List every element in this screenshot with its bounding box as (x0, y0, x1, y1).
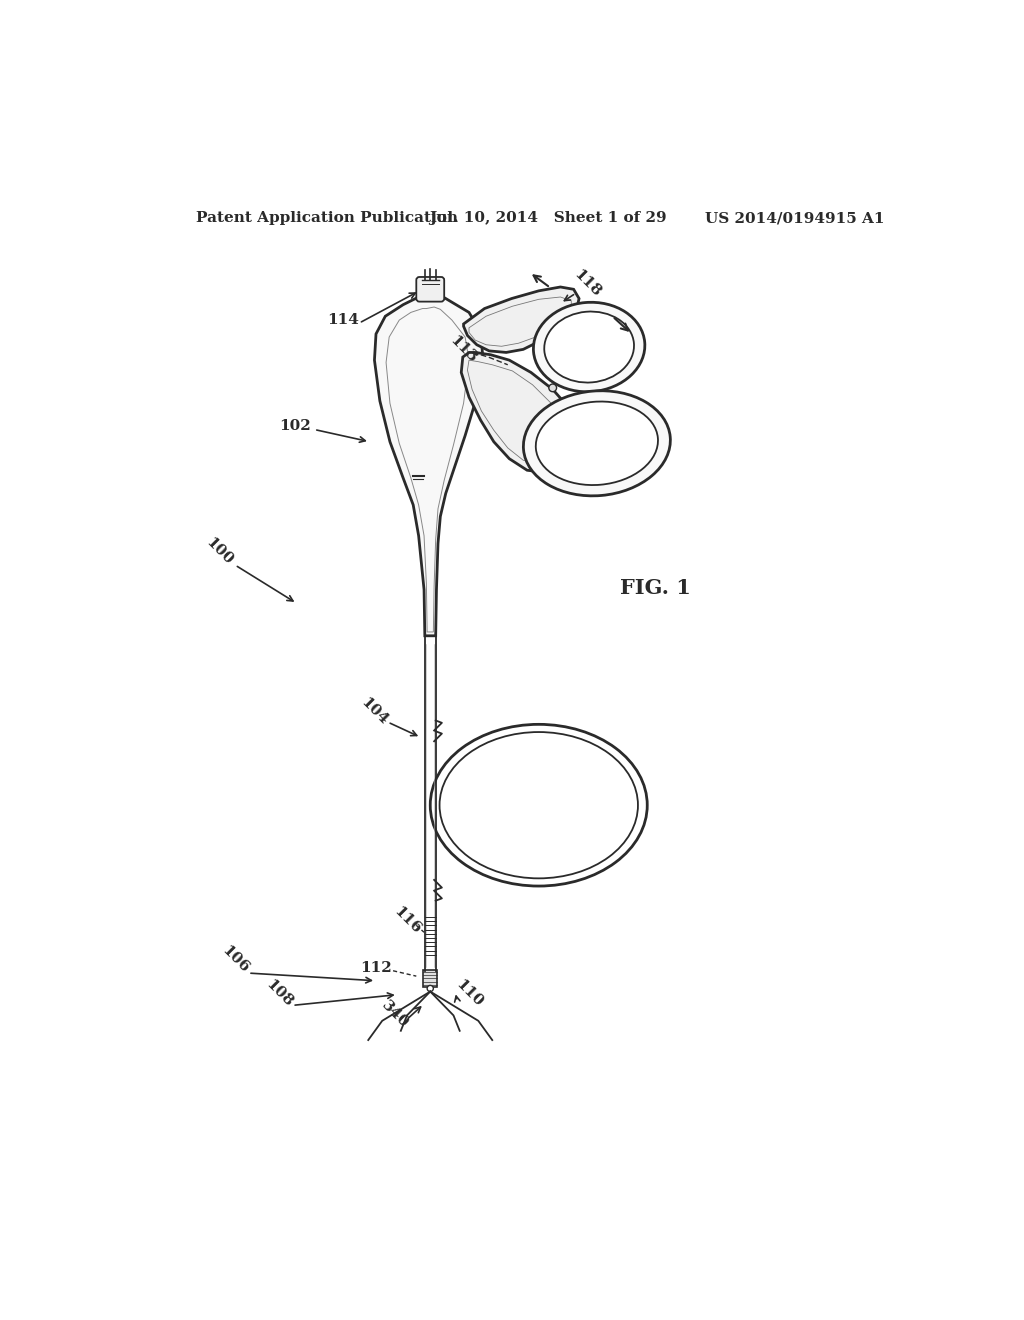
Text: 106: 106 (219, 942, 251, 975)
Text: 100: 100 (203, 535, 236, 568)
Polygon shape (375, 293, 483, 636)
FancyBboxPatch shape (417, 277, 444, 302)
Text: US 2014/0194915 A1: US 2014/0194915 A1 (706, 211, 885, 226)
Text: 112: 112 (360, 961, 392, 975)
Circle shape (549, 384, 557, 392)
Text: 116: 116 (391, 904, 423, 937)
Text: 108: 108 (263, 978, 295, 1010)
Text: 118: 118 (570, 267, 603, 300)
Text: 104: 104 (358, 696, 391, 727)
Text: 340: 340 (379, 998, 412, 1031)
Ellipse shape (523, 391, 671, 496)
Text: 110: 110 (453, 978, 485, 1010)
Ellipse shape (544, 312, 634, 383)
Ellipse shape (534, 302, 645, 392)
Bar (423, 970, 437, 987)
Text: 114: 114 (328, 313, 359, 327)
Polygon shape (461, 352, 579, 473)
Text: Jul. 10, 2014   Sheet 1 of 29: Jul. 10, 2014 Sheet 1 of 29 (429, 211, 667, 226)
Ellipse shape (536, 401, 658, 484)
Text: FIG. 1: FIG. 1 (620, 578, 690, 598)
Circle shape (427, 985, 433, 991)
Text: 113: 113 (446, 333, 479, 366)
Text: Patent Application Publication: Patent Application Publication (197, 211, 458, 226)
Text: 102: 102 (279, 420, 310, 433)
Polygon shape (464, 286, 579, 352)
